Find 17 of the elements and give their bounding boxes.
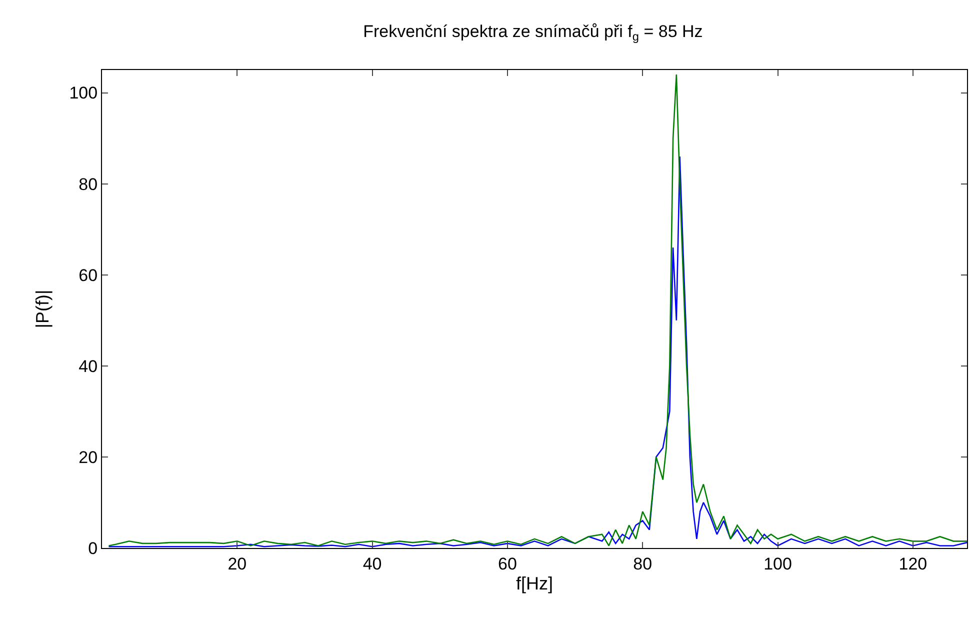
y-tick-label: 80 (78, 174, 98, 194)
line-series (108, 156, 967, 548)
x-axis-title: f[Hz] (516, 574, 554, 594)
chart-title: Frekvenční spektra ze snímačů při f$_{g}$ = 85 Hz (363, 22, 703, 44)
y-tick-label: 40 (78, 356, 98, 376)
y-tick-label: 20 (78, 448, 98, 467)
x-tick-label: 40 (362, 554, 382, 574)
x-tick-label: 20 (228, 554, 247, 574)
x-tick-label: 100 (764, 554, 792, 574)
y-tick-label: 0 (88, 538, 98, 558)
x-tick-label: 60 (498, 554, 517, 574)
x-tick-label: 80 (633, 554, 652, 574)
y-tick-label: 100 (69, 84, 98, 103)
line-series (108, 74, 967, 546)
y-axis-title: |P(f)| (32, 290, 52, 328)
y-tick-label: 60 (78, 266, 98, 285)
x-tick-label: 120 (898, 554, 928, 574)
